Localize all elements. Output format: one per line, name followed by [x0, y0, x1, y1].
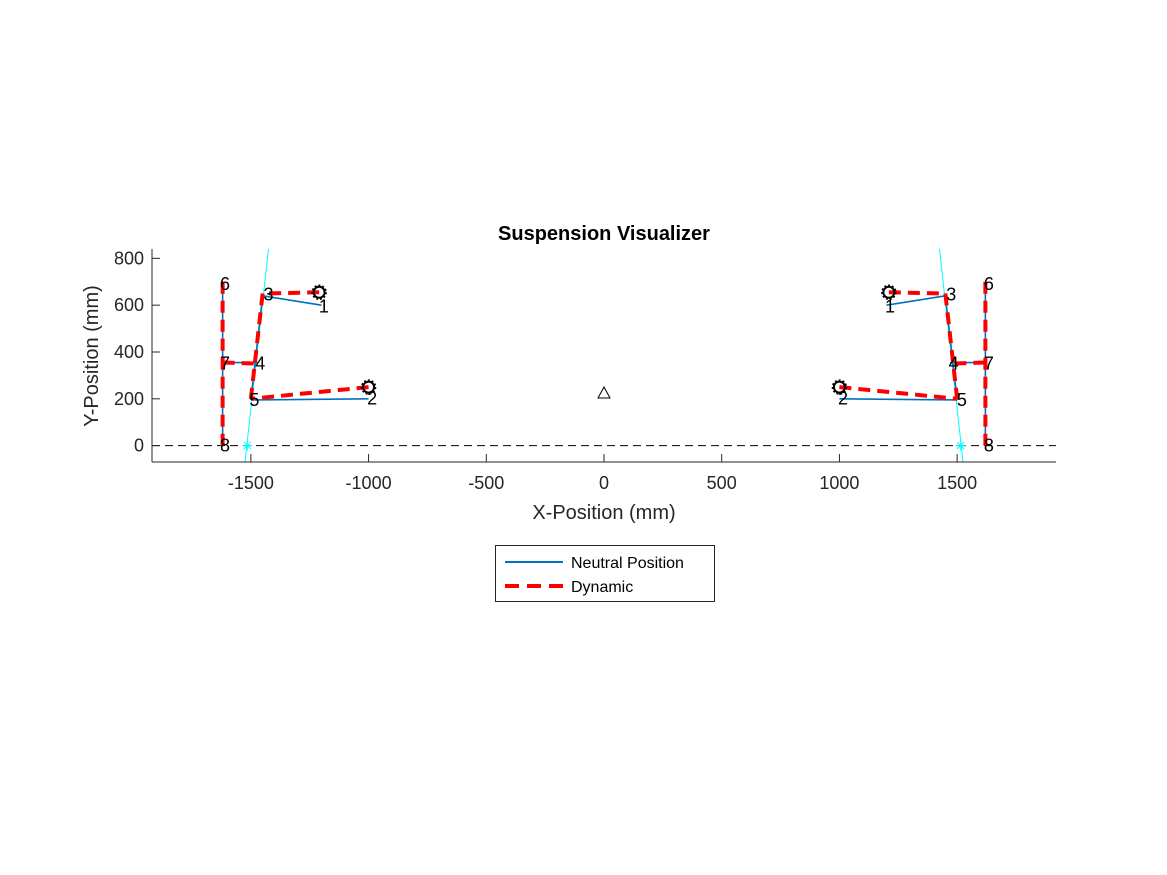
left-marker-ring-0 [311, 284, 327, 301]
left-dynamic-segment-1 [250, 385, 369, 401]
right-node-label-1: 1 [885, 296, 895, 316]
right-instant-center-stroke-3 [956, 441, 965, 450]
y-axis-label: Y-Position (mm) [81, 285, 103, 427]
right-node-label-4: 4 [949, 354, 959, 374]
left-node-label-4: 4 [255, 354, 265, 374]
x-tick-label-6: 1500 [937, 473, 977, 493]
legend: Neutral Position Dynamic [495, 545, 715, 602]
right-node-label-6: 6 [984, 274, 994, 294]
plot-content: 1 2 3 4 5 6 7 8 1 2 3 4 5 6 7 8 [152, 249, 1056, 462]
left-node-label-6: 6 [220, 274, 230, 294]
left-neutral-segment-0 [262, 295, 322, 306]
right-neutral-segment-2 [944, 295, 958, 401]
x-tick-label-2: -500 [468, 473, 504, 493]
y-tick-label-0: 0 [134, 436, 144, 456]
chart-title: Suspension Visualizer [498, 223, 710, 245]
left-neutral-segment-2 [250, 295, 264, 401]
x-tick-label-5: 1000 [819, 473, 859, 493]
right-dynamic-segment-0 [888, 290, 946, 296]
left-node-label-7: 7 [220, 354, 230, 374]
x-tick-label-1: -1000 [346, 473, 392, 493]
right-node-label-5: 5 [957, 390, 967, 410]
axes: -1500 -1000 -500 0 500 1000 1500 0 200 400 600 800 [114, 248, 1056, 493]
right-marker-circle-1 [832, 380, 846, 394]
left-node-label-8: 8 [220, 436, 230, 456]
left-node-label-3: 3 [264, 285, 274, 305]
right-dynamic-segment-1 [839, 385, 958, 401]
legend-box [495, 545, 715, 602]
right-neutral-segment-0 [886, 295, 946, 306]
plot-area: 1 2 3 4 5 6 7 8 1 2 3 4 5 6 7 8 [152, 249, 1056, 462]
left-dynamic-segment-4 [222, 360, 259, 366]
left-neutral-segment-1 [250, 398, 369, 401]
x-tick-label-4: 500 [707, 473, 737, 493]
right-node-label-3: 3 [946, 285, 956, 305]
right-dynamic-segment-4 [949, 360, 986, 366]
left-marker-ring-1 [360, 379, 377, 395]
left-instant-center-stroke-3 [243, 441, 252, 450]
left-node-label-1: 1 [319, 296, 329, 316]
y-tick-label-2: 400 [114, 342, 144, 362]
y-tick-label-3: 600 [114, 295, 144, 315]
legend-label-dynamic: Dynamic [571, 579, 633, 596]
y-tick-label-4: 800 [114, 248, 144, 268]
left-marker-circle-1 [362, 380, 376, 394]
right-node-label-2: 2 [838, 389, 848, 409]
right-node-label-7: 7 [984, 354, 994, 374]
left-marker-circle-0 [312, 285, 326, 299]
center-marker-triangle [597, 385, 611, 399]
right-node-label-8: 8 [984, 436, 994, 456]
right-marker-circle-0 [882, 285, 896, 299]
x-tick-label-0: -1500 [228, 473, 274, 493]
right-marker-ring-1 [831, 379, 848, 395]
left-node-label-2: 2 [367, 389, 377, 409]
y-tick-label-1: 200 [114, 389, 144, 409]
x-tick-label-3: 0 [599, 473, 609, 493]
x-axis-label: X-Position (mm) [532, 502, 675, 524]
right-neutral-segment-1 [839, 398, 958, 401]
left-dynamic-segment-0 [262, 290, 320, 296]
right-marker-ring-0 [881, 284, 897, 301]
legend-label-neutral: Neutral Position [571, 555, 684, 572]
left-node-label-5: 5 [249, 390, 259, 410]
